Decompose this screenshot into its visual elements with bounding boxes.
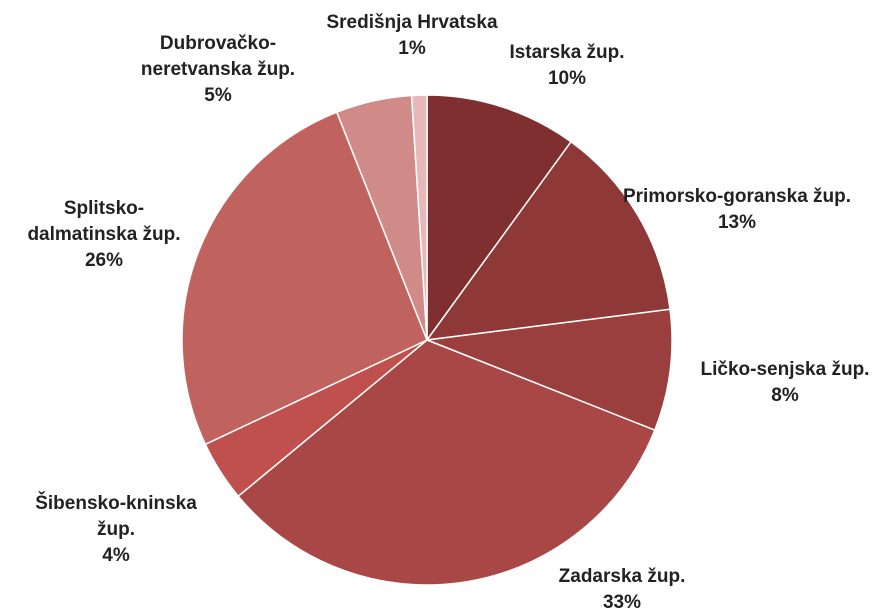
value-label: 8% (771, 385, 799, 406)
pie-slice (426, 94, 573, 343)
value-label: 33% (602, 592, 642, 613)
category-name: Istarska žup. (509, 42, 625, 63)
category-name: Dubrovačko-neretvanska žup. (140, 33, 296, 80)
value-label: 4% (102, 545, 130, 566)
value-label: 1% (398, 38, 426, 59)
slice-label: Dubrovačko-neretvanska žup. 5% (133, 31, 303, 109)
value-label: 26% (84, 250, 124, 271)
category-name: Zadarska žup. (558, 566, 686, 587)
slice-label: Istarska žup. 10% (467, 40, 667, 92)
category-name: Splitsko-dalmatinska žup. (27, 198, 181, 245)
pie-slice (237, 339, 656, 586)
value-label: 5% (204, 85, 232, 106)
category-name: Središnja Hrvatska (326, 12, 498, 33)
pie-slice (425, 140, 671, 341)
slice-label: Središnja Hrvatska 1% (302, 10, 522, 62)
pie-slice (426, 308, 673, 432)
slice-label: Ličko-senjska žup. 8% (675, 357, 879, 409)
slice-label: Splitsko-dalmatinska žup. 26% (19, 196, 189, 274)
slice-label: Zadarska žup. 33% (512, 564, 732, 613)
value-label: 10% (547, 68, 587, 89)
category-name: Šibensko-kninska žup. (35, 493, 197, 540)
slice-label: Šibensko-kninska žup. 4% (16, 491, 216, 569)
pie-slice (410, 94, 428, 341)
slice-label: Primorsko-goranska žup. 13% (622, 184, 852, 236)
category-name: Primorsko-goranska žup. (622, 186, 852, 207)
pie-slice (181, 111, 428, 446)
value-label: 13% (717, 212, 757, 233)
category-name: Ličko-senjska žup. (700, 359, 870, 380)
